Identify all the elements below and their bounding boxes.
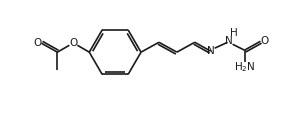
Text: O: O xyxy=(33,38,42,48)
Text: H$_2$N: H$_2$N xyxy=(234,60,255,74)
Text: N: N xyxy=(225,36,233,46)
Text: O: O xyxy=(69,38,77,48)
Text: O: O xyxy=(260,36,269,46)
Text: N: N xyxy=(207,46,214,56)
Text: H: H xyxy=(230,28,237,38)
